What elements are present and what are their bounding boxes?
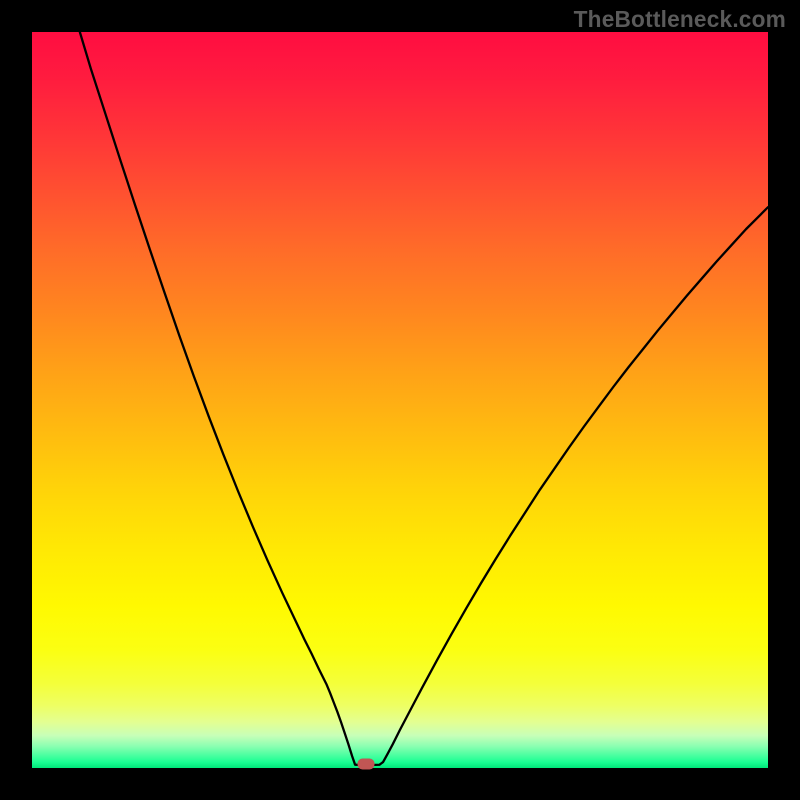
optimal-point-marker bbox=[358, 758, 375, 769]
watermark-text: TheBottleneck.com bbox=[574, 6, 786, 33]
plot-area bbox=[32, 32, 768, 768]
bottleneck-curve bbox=[32, 32, 768, 768]
figure-container: { "figure": { "width_px": 800, "height_p… bbox=[0, 0, 800, 800]
